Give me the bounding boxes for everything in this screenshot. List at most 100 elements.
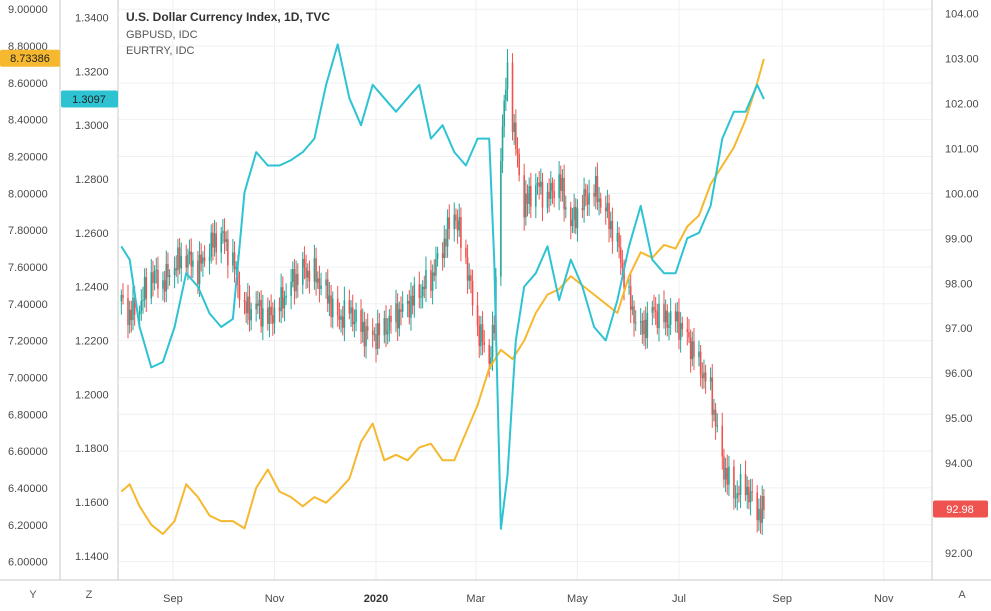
dxy-candle-body: [564, 207, 567, 210]
dxy-candle-body: [716, 425, 719, 427]
dxy-candle-body: [411, 295, 414, 306]
dxy-candle-body: [238, 284, 241, 300]
dxy-candle-body: [150, 272, 153, 299]
dxy-candle-body: [255, 303, 257, 310]
dxy-candle-body: [561, 178, 564, 191]
dxy-candle-body: [535, 185, 537, 207]
dxy-candle-body: [541, 181, 544, 208]
dxy-candle-body: [225, 239, 228, 242]
dxy-candle-body: [734, 497, 737, 499]
dxy-candle-body: [530, 186, 532, 207]
dxy-candle-body: [698, 351, 700, 358]
dxy-candle-body: [746, 486, 749, 496]
dxy-candle-body: [574, 206, 577, 229]
dxy-candle-body: [576, 208, 579, 229]
dxy-candle-body: [163, 280, 166, 292]
dxy-candle-body: [361, 321, 364, 332]
eurtry-tick-label: 8.20000: [8, 152, 48, 164]
series-line-gbpusd: [120, 43, 765, 530]
dxy-candle-body: [619, 247, 622, 264]
dxy-candle-body: [406, 300, 409, 304]
dxy-candle-body: [759, 508, 762, 523]
dxy-candle-body: [143, 277, 146, 300]
dxy-candle-body: [270, 306, 272, 316]
dxy-candle-body: [448, 217, 451, 230]
dxy-tick-label: 96.00: [945, 368, 973, 380]
dxy-candle-body: [586, 196, 589, 205]
dxy-candle-body: [413, 284, 416, 306]
dxy-candle-body: [401, 303, 404, 312]
dxy-candle-body: [213, 233, 216, 248]
dxy-candle-body: [511, 62, 514, 132]
x-tick-label: Nov: [265, 593, 285, 605]
dxy-candle-body: [641, 321, 644, 335]
dxy-candle-body: [653, 306, 655, 311]
dxy-candle-body: [167, 263, 169, 278]
dxy-candle-body: [222, 231, 224, 234]
dxy-candle-body: [678, 311, 680, 340]
dxy-candle-body: [573, 206, 575, 220]
dxy-candle-body: [200, 254, 203, 264]
dxy-candle-body: [316, 278, 319, 283]
dxy-candle-body: [646, 312, 649, 339]
dxy-candle-body: [360, 309, 362, 332]
dxy-candle-body: [343, 300, 346, 328]
dxy-candle-body: [728, 466, 730, 485]
eurtry-tick-label: 6.80000: [8, 409, 48, 421]
dxy-candle-body: [596, 175, 599, 203]
dxy-candle-body: [470, 275, 472, 281]
dxy-candle-body: [611, 220, 614, 242]
scale-mode-buttons: Y Z A: [29, 589, 966, 601]
dxy-tick-label: 92.00: [945, 548, 973, 560]
dxy-candle-body: [268, 306, 271, 324]
dxy-tick-label: 104.00: [945, 8, 979, 20]
gbpusd-tick-label: 1.1600: [75, 497, 109, 509]
dxy-candle-body: [480, 324, 482, 347]
dxy-candle-body: [711, 377, 714, 415]
eurtry-tick-label: 9.00000: [8, 4, 48, 16]
legend: U.S. Dollar Currency Index, 1D, TVC GBPU…: [126, 10, 330, 57]
dxy-candle-body: [340, 316, 342, 320]
dxy-candle-body: [278, 307, 281, 312]
eurtry-tick-label: 7.60000: [8, 262, 48, 274]
dxy-candle-body: [458, 217, 461, 231]
dxy-candle-body: [423, 286, 426, 289]
dxy-candle-body: [208, 256, 211, 262]
auto-scale-button[interactable]: A: [958, 589, 966, 601]
axis-dxy-ticks: 104.00 103.00 102.00 101.00 100.00 99.00 98.00…: [945, 8, 979, 560]
dxy-candle-body: [693, 341, 695, 358]
gbpusd-tick-label: 1.2400: [75, 282, 109, 294]
zoom-scale-button[interactable]: Z: [86, 589, 93, 601]
dxy-candle-body: [353, 321, 356, 325]
gbpusd-tick-label: 1.2200: [75, 335, 109, 347]
dxy-candle-body: [318, 278, 321, 289]
log-scale-button[interactable]: Y: [29, 589, 37, 601]
legend-item-gbpusd: GBPUSD, IDC: [126, 29, 198, 41]
dxy-candle-body: [505, 89, 507, 101]
dxy-candle-body: [501, 126, 504, 162]
dxy-candle-body: [688, 332, 690, 338]
dxy-candle-body: [628, 286, 630, 288]
dxy-candle-body: [192, 260, 194, 267]
dxy-candle-body: [664, 310, 667, 323]
dxy-candle-body: [336, 298, 339, 316]
dxy-candle-body: [481, 324, 484, 343]
dxy-candle-body: [525, 193, 527, 218]
eurtry-tick-label: 6.20000: [8, 520, 48, 532]
x-tick-label: 2020: [364, 593, 388, 605]
dxy-candle-body: [569, 207, 572, 227]
dxy-candle-body: [330, 295, 332, 318]
dxy-candle-body: [155, 269, 158, 271]
dxy-candle-body: [257, 303, 259, 306]
dxy-candle-body: [669, 311, 672, 325]
dxy-candle-body: [363, 321, 366, 347]
dxy-candle-body: [341, 316, 344, 328]
dxy-candle-body: [331, 298, 334, 318]
dxy-candle-body: [608, 202, 610, 230]
dxy-candle-body: [656, 311, 659, 328]
x-tick-label: Sep: [772, 593, 792, 605]
dxy-candle-body: [515, 122, 517, 150]
dxy-candle-body: [676, 311, 679, 322]
dxy-candle-body: [493, 324, 496, 334]
